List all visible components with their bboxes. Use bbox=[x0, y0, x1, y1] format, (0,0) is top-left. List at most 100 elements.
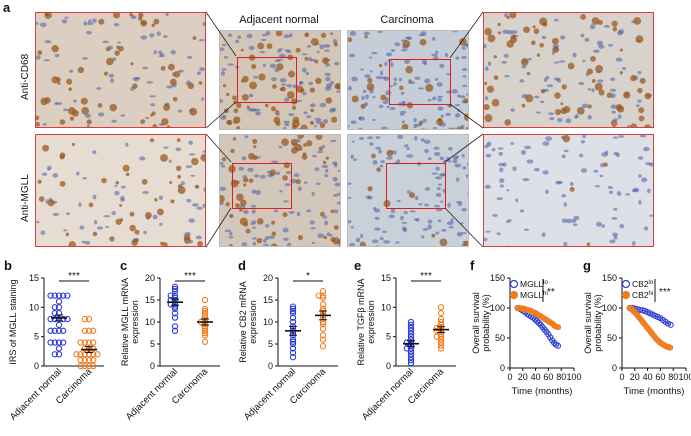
stain-mark bbox=[536, 53, 541, 57]
data-point bbox=[47, 315, 54, 323]
nucleus-mark bbox=[286, 84, 293, 88]
data-point bbox=[319, 321, 327, 328]
stain-mark bbox=[526, 71, 531, 76]
nucleus-mark bbox=[563, 149, 569, 153]
stain-mark bbox=[325, 156, 329, 160]
nucleus-mark bbox=[491, 147, 496, 152]
nucleus-mark bbox=[542, 170, 549, 175]
chart-c-mgll-mrna: 0 5 10 15 20 Relative MGLL mRNAexpression *** A… bbox=[120, 271, 220, 423]
stain-mark bbox=[318, 146, 324, 152]
nucleus-mark bbox=[323, 43, 331, 48]
stain-mark bbox=[487, 34, 496, 43]
nucleus-mark bbox=[607, 43, 613, 47]
stain-mark bbox=[306, 140, 313, 147]
nucleus-mark bbox=[202, 150, 205, 153]
stain-mark bbox=[623, 91, 631, 99]
y-tick-label: 15 bbox=[263, 295, 273, 305]
stain-mark bbox=[273, 116, 281, 124]
nucleus-mark bbox=[86, 22, 94, 26]
stain-mark bbox=[539, 42, 544, 48]
legend-label: CB2hi bbox=[632, 290, 653, 300]
nucleus-mark bbox=[308, 81, 314, 86]
y-tick-label: 15 bbox=[29, 273, 39, 283]
survival-point bbox=[531, 316, 539, 323]
y-axis-label: Overall survivalprobability (%) bbox=[583, 292, 603, 354]
nucleus-mark bbox=[384, 61, 388, 67]
nucleus-mark bbox=[188, 218, 195, 223]
nucleus-mark bbox=[638, 199, 642, 205]
y-tick-label: 0 bbox=[612, 363, 617, 373]
nucleus-mark bbox=[414, 76, 421, 80]
nucleus-mark bbox=[324, 174, 329, 178]
nucleus-mark bbox=[288, 210, 295, 214]
nucleus-mark bbox=[349, 31, 357, 36]
nucleus-mark bbox=[196, 71, 202, 75]
nucleus-mark bbox=[400, 48, 408, 52]
stain-mark bbox=[532, 25, 536, 29]
data-point bbox=[60, 327, 67, 334]
nucleus-mark bbox=[484, 44, 487, 49]
stain-mark bbox=[541, 89, 545, 94]
nucleus-mark bbox=[637, 174, 642, 178]
nucleus-mark bbox=[454, 113, 461, 118]
nucleus-mark bbox=[597, 79, 604, 83]
stain-mark bbox=[580, 13, 587, 20]
y-tick-label: 5 bbox=[34, 332, 39, 342]
stain-mark bbox=[619, 48, 623, 52]
column-header-carcinoma: Carcinoma bbox=[380, 14, 434, 26]
stain-mark bbox=[272, 84, 277, 89]
nucleus-mark bbox=[260, 38, 267, 42]
stain-mark bbox=[249, 81, 257, 90]
nucleus-mark bbox=[406, 154, 414, 158]
nucleus-mark bbox=[251, 209, 256, 214]
nucleus-mark bbox=[329, 108, 336, 113]
nucleus-mark bbox=[76, 171, 80, 176]
y-axis-label-line: probability (%) bbox=[593, 294, 603, 352]
nucleus-mark bbox=[52, 212, 60, 217]
data-point bbox=[319, 332, 327, 339]
stain-mark bbox=[281, 138, 289, 147]
stain-mark bbox=[463, 240, 468, 246]
y-axis-label-line: expression bbox=[248, 300, 258, 344]
nucleus-mark bbox=[255, 190, 262, 195]
nucleus-mark bbox=[306, 209, 312, 213]
legend-label: MGLLhi bbox=[520, 290, 548, 300]
nucleus-mark bbox=[420, 128, 426, 129]
nucleus-mark bbox=[301, 53, 308, 56]
nucleus-mark bbox=[103, 215, 111, 218]
nucleus-mark bbox=[170, 50, 176, 55]
nucleus-mark bbox=[309, 220, 315, 225]
stain-mark bbox=[493, 75, 499, 80]
stain-mark bbox=[122, 164, 130, 172]
nucleus-mark bbox=[461, 46, 466, 50]
column-header-adjacent-normal: Adjacent normal bbox=[239, 14, 319, 26]
data-point bbox=[60, 339, 67, 346]
stain-mark bbox=[140, 19, 147, 27]
nucleus-mark bbox=[504, 75, 510, 78]
nucleus-mark bbox=[282, 227, 289, 233]
stain-mark bbox=[533, 28, 540, 35]
nucleus-mark bbox=[485, 230, 491, 233]
stain-mark bbox=[586, 68, 594, 75]
stain-mark bbox=[145, 211, 152, 219]
stain-mark bbox=[160, 65, 166, 71]
data-point bbox=[81, 356, 88, 364]
nucleus-mark bbox=[396, 200, 401, 203]
stain-mark bbox=[71, 109, 79, 117]
nucleus-mark bbox=[283, 237, 289, 241]
nucleus-mark bbox=[608, 190, 614, 195]
nucleus-mark bbox=[383, 240, 391, 244]
nucleus-mark bbox=[44, 40, 52, 44]
survival-point bbox=[533, 318, 540, 325]
y-tick-label: 50 bbox=[607, 333, 617, 343]
nucleus-mark bbox=[262, 243, 270, 246]
nucleus-mark bbox=[496, 197, 503, 201]
stain-mark bbox=[109, 103, 117, 112]
nucleus-mark bbox=[43, 59, 50, 62]
nucleus-mark bbox=[333, 162, 338, 168]
stain-mark bbox=[386, 149, 394, 157]
nucleus-mark bbox=[241, 242, 248, 246]
nucleus-mark bbox=[414, 218, 419, 221]
nucleus-mark bbox=[262, 33, 267, 37]
nucleus-mark bbox=[370, 51, 378, 55]
